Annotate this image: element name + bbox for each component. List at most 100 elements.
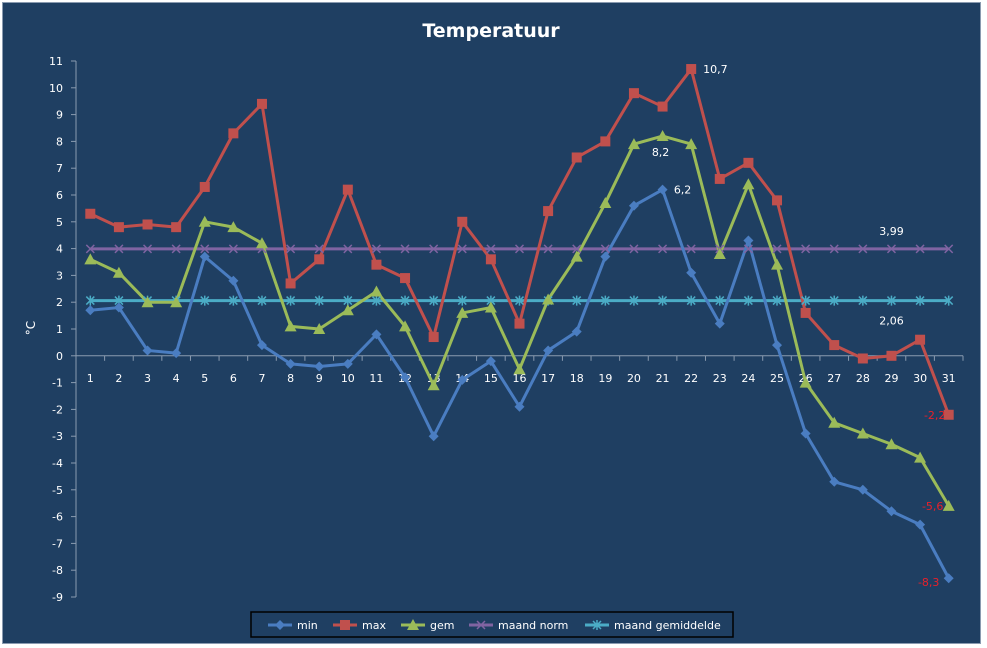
data-point-maand-norm	[457, 244, 467, 254]
data-point-gem	[914, 451, 927, 463]
data-point-min	[686, 267, 697, 278]
data-point-maand-gemiddelde	[286, 295, 296, 306]
data-point-max	[85, 208, 96, 219]
data-point-max	[886, 350, 897, 361]
data-point-min	[514, 401, 525, 412]
data-point-max	[571, 152, 582, 163]
data-point-maand-gemiddelde	[715, 295, 725, 306]
data-point-maand-gemiddelde	[228, 295, 238, 306]
legend-label-maand-gemiddelde: maand gemiddelde	[614, 619, 721, 632]
data-point-max	[457, 216, 468, 227]
y-tick-label: -7	[52, 537, 63, 550]
data-point-maand-norm	[371, 244, 381, 254]
data-point-gem	[427, 379, 440, 391]
data-point-min	[371, 329, 382, 340]
y-tick-label: 8	[56, 135, 63, 148]
x-tick-label: 31	[942, 372, 956, 385]
data-point-maand-norm	[915, 244, 925, 254]
data-point-max	[314, 254, 325, 265]
legend-label-max: max	[362, 619, 386, 632]
legend-label-min: min	[297, 619, 318, 632]
x-tick-label: 29	[884, 372, 898, 385]
y-tick-label: -5	[52, 484, 63, 497]
data-point-min	[571, 326, 582, 337]
data-point-min	[943, 573, 954, 584]
data-point-gem	[542, 293, 555, 305]
data-point-gem	[227, 221, 240, 233]
x-tick-label: 5	[201, 372, 208, 385]
data-point-maand-norm	[85, 244, 95, 254]
x-tick-label: 28	[856, 372, 870, 385]
y-tick-label: -8	[52, 564, 63, 577]
x-tick-label: 24	[741, 372, 755, 385]
data-point-max	[657, 101, 668, 112]
data-point-maand-norm	[143, 244, 153, 254]
data-point-maand-norm	[171, 244, 181, 254]
y-tick-label: -6	[52, 511, 63, 524]
legend-marker-max	[340, 620, 350, 630]
data-label: 10,7	[703, 63, 728, 76]
data-point-maand-norm	[629, 244, 639, 254]
data-point-min	[829, 476, 840, 487]
data-label: -5,6	[922, 500, 943, 513]
data-point-maand-norm	[743, 244, 753, 254]
data-point-maand-gemiddelde	[343, 295, 353, 306]
data-point-maand-norm	[200, 244, 210, 254]
y-tick-label: -3	[52, 430, 63, 443]
data-point-max	[285, 278, 296, 289]
legend-marker-maand-gemiddelde	[592, 620, 602, 630]
data-point-gem	[313, 323, 326, 334]
data-point-maand-gemiddelde	[257, 295, 267, 306]
x-tick-label: 6	[230, 372, 237, 385]
data-point-maand-gemiddelde	[915, 295, 925, 306]
data-point-gem	[799, 376, 812, 388]
data-point-gem	[84, 253, 97, 265]
x-tick-label: 10	[341, 372, 355, 385]
data-point-maand-norm	[429, 244, 439, 254]
data-point-min	[714, 318, 725, 329]
data-label: -2,2	[924, 409, 945, 422]
x-tick-label: 18	[570, 372, 584, 385]
data-point-gem	[284, 320, 297, 332]
data-point-maand-gemiddelde	[514, 295, 525, 306]
data-point-max	[857, 353, 868, 364]
y-tick-label: 0	[56, 350, 63, 363]
x-tick-label: 8	[287, 372, 294, 385]
x-tick-label: 19	[598, 372, 612, 385]
data-point-maand-norm	[514, 244, 525, 254]
data-point-maand-gemiddelde	[572, 295, 582, 306]
y-tick-label: 1	[56, 323, 63, 336]
series-markers	[84, 64, 955, 584]
data-point-maand-norm	[343, 244, 353, 254]
x-tick-label: 23	[713, 372, 727, 385]
legend: min max gem maand norm maand gemiddelde	[250, 611, 734, 638]
y-tick-label: 6	[56, 189, 63, 202]
data-point-max	[171, 222, 182, 233]
x-tick-label: 17	[541, 372, 555, 385]
data-point-gem	[942, 499, 955, 511]
data-point-max	[686, 64, 697, 75]
data-point-gem	[484, 301, 497, 313]
data-point-maand-norm	[801, 244, 811, 254]
data-point-max	[228, 128, 239, 139]
x-tick-label: 27	[827, 372, 841, 385]
x-tick-label: 20	[627, 372, 641, 385]
x-tick-label: 21	[656, 372, 670, 385]
x-tick-label: 2	[115, 372, 122, 385]
data-point-max	[800, 307, 811, 318]
data-point-maand-norm	[228, 244, 238, 254]
data-point-max	[256, 98, 267, 109]
data-point-max	[400, 273, 411, 284]
data-point-maand-gemiddelde	[314, 295, 324, 306]
data-point-max	[628, 88, 639, 99]
x-tick-label: 22	[684, 372, 698, 385]
data-point-maand-gemiddelde	[686, 295, 696, 306]
x-tick-label: 30	[913, 372, 927, 385]
x-tick-label: 1	[87, 372, 94, 385]
y-tick-label: 5	[56, 216, 63, 229]
data-point-gem	[771, 258, 784, 270]
data-point-max	[342, 184, 353, 195]
data-point-maand-norm	[114, 244, 124, 254]
legend-label-gem: gem	[430, 619, 454, 632]
data-point-gem	[656, 130, 669, 142]
